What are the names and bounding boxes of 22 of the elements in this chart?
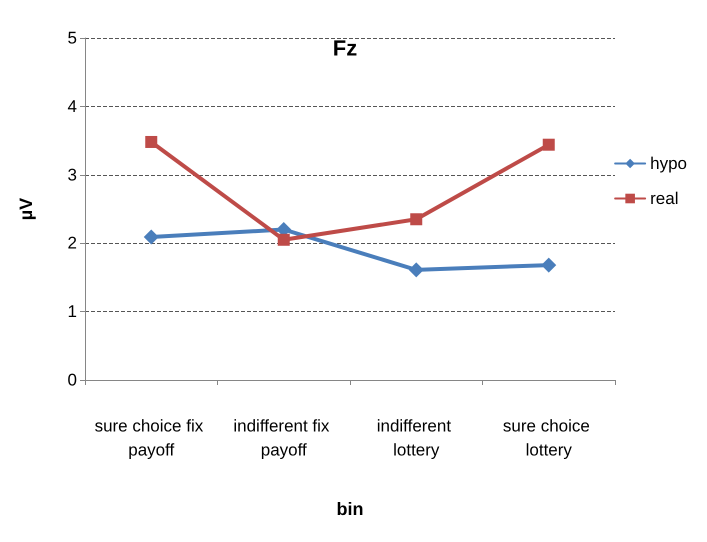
- legend-label: real: [650, 189, 678, 208]
- chart-title: Fz: [332, 36, 358, 60]
- x-axis-title: bin: [336, 499, 364, 519]
- point: [541, 258, 556, 273]
- point: [144, 230, 159, 245]
- point: [278, 234, 290, 246]
- x-tick-label: indifferent lottery: [376, 416, 456, 460]
- point: [410, 213, 422, 226]
- y-tick-label: 4: [68, 96, 77, 116]
- point: [145, 136, 158, 148]
- point: [408, 262, 424, 278]
- y-tick-label: 1: [68, 302, 77, 322]
- y-tick-label: 5: [68, 28, 77, 48]
- x-tick-label: sure choice fix payoff: [94, 416, 208, 460]
- y-tick-label: 2: [68, 234, 77, 253]
- y-axis-title: µV: [16, 198, 36, 220]
- point: [542, 138, 555, 151]
- x-tick-label: indifferent fix payoff: [233, 416, 334, 460]
- y-tick-label: 0: [68, 370, 77, 390]
- x-tick-label: sure choice lottery: [502, 416, 595, 460]
- legend-label: hypo: [650, 154, 688, 173]
- y-tick-label: 3: [68, 165, 77, 184]
